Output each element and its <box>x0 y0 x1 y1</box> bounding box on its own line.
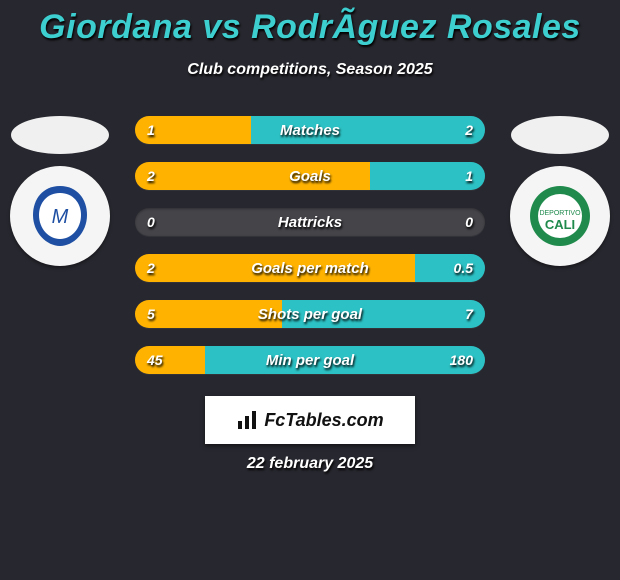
subtitle: Club competitions, Season 2025 <box>0 61 620 79</box>
fctables-badge: FcTables.com <box>205 396 415 444</box>
player-left-avatar <box>11 116 109 154</box>
chart-icon <box>236 409 258 431</box>
svg-text:DEPORTIVO: DEPORTIVO <box>539 210 581 217</box>
club-left-badge: M <box>10 166 110 266</box>
stat-value-right: 0 <box>465 214 473 230</box>
date-text: 22 february 2025 <box>0 455 620 473</box>
club-left-icon: M <box>25 181 95 251</box>
stat-label: Hattricks <box>135 214 485 231</box>
stat-row: 2Goals1 <box>135 162 485 190</box>
stat-row: 5Shots per goal7 <box>135 300 485 328</box>
stat-label: Matches <box>135 122 485 139</box>
page-title: Giordana vs RodrÃ­guez Rosales <box>0 0 620 47</box>
club-right-badge: DEPORTIVO CALI <box>510 166 610 266</box>
stat-row: 2Goals per match0.5 <box>135 254 485 282</box>
club-right-icon: DEPORTIVO CALI <box>525 181 595 251</box>
stat-label: Shots per goal <box>135 306 485 323</box>
stat-value-right: 1 <box>465 168 473 184</box>
stat-value-right: 7 <box>465 306 473 322</box>
stat-value-right: 0.5 <box>454 260 473 276</box>
badge-text: FcTables.com <box>264 410 383 431</box>
player-right-column: DEPORTIVO CALI <box>500 116 620 266</box>
stat-row: 45Min per goal180 <box>135 346 485 374</box>
stat-value-right: 180 <box>450 352 473 368</box>
stats-list: 1Matches22Goals10Hattricks02Goals per ma… <box>135 116 485 392</box>
svg-text:M: M <box>52 206 69 228</box>
stat-row: 0Hattricks0 <box>135 208 485 236</box>
stat-label: Goals <box>135 168 485 185</box>
player-left-column: M <box>0 116 120 266</box>
stat-value-right: 2 <box>465 122 473 138</box>
stat-label: Min per goal <box>135 352 485 369</box>
stat-row: 1Matches2 <box>135 116 485 144</box>
stat-label: Goals per match <box>135 260 485 277</box>
svg-text:CALI: CALI <box>545 217 575 232</box>
player-right-avatar <box>511 116 609 154</box>
